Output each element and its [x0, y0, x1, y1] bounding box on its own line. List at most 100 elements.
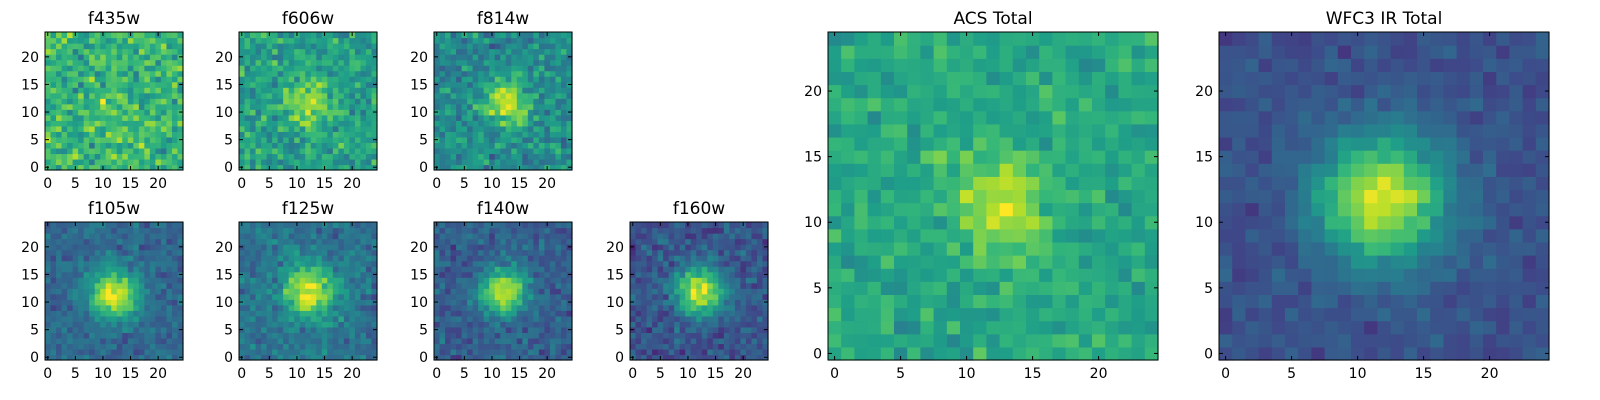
heatmap-cell: [266, 142, 273, 149]
heatmap-cell: [566, 98, 573, 105]
heatmap-cell: [365, 120, 373, 127]
heatmap-cell: [646, 282, 653, 289]
heatmap-cell: [472, 249, 479, 256]
heatmap-cell: [533, 249, 540, 256]
heatmap-cell: [467, 255, 474, 262]
heatmap-cell: [674, 332, 681, 339]
heatmap-cell: [83, 164, 90, 171]
heatmap-cell: [272, 81, 279, 88]
heatmap-cell: [712, 299, 719, 306]
heatmap-cell: [641, 255, 648, 262]
heatmap-cell: [494, 70, 501, 77]
heatmap-cell: [1012, 202, 1027, 217]
heatmap-cell: [538, 125, 545, 132]
heatmap-cell: [261, 332, 268, 339]
heatmap-cell: [894, 215, 908, 230]
heatmap-cell: [127, 238, 134, 245]
heatmap-cell: [674, 282, 681, 289]
heatmap-cell: [261, 238, 268, 245]
heatmap-cell: [160, 260, 168, 267]
heatmap-cell: [516, 315, 523, 322]
heatmap-cell: [327, 260, 334, 267]
heatmap-cell: [668, 315, 675, 322]
heatmap-cell: [166, 70, 173, 77]
heatmap-cell: [867, 176, 882, 191]
heatmap-cell: [641, 282, 648, 289]
heatmap-cell: [707, 337, 714, 345]
heatmap-cell: [138, 222, 145, 229]
heatmap-cell: [261, 343, 268, 350]
heatmap-cell: [533, 109, 540, 116]
heatmap-cell: [160, 120, 168, 127]
heatmap-cell: [434, 103, 441, 110]
heatmap-cell: [456, 109, 463, 116]
heatmap-cell: [144, 260, 151, 267]
heatmap-cell: [527, 299, 534, 306]
heatmap-cell: [522, 76, 529, 83]
heatmap-cell: [461, 249, 468, 256]
heatmap-cell: [434, 70, 441, 77]
heatmap-cell: [277, 87, 284, 94]
heatmap-cell: [72, 282, 79, 289]
heatmap-cell: [527, 315, 534, 322]
heatmap-cell: [1026, 255, 1040, 269]
heatmap-cell: [354, 37, 362, 44]
heatmap-cell: [261, 136, 268, 143]
heatmap-cell: [105, 54, 112, 61]
heatmap-cell: [354, 153, 362, 160]
heatmap-cell: [299, 87, 306, 94]
heatmap-cell: [1052, 346, 1067, 361]
heatmap-cell: [461, 87, 468, 94]
heatmap-cell: [277, 48, 284, 55]
heatmap-cell: [78, 348, 85, 356]
heatmap-cell: [657, 304, 664, 311]
heatmap-cell: [566, 304, 573, 311]
heatmap-cell: [272, 266, 279, 273]
heatmap-cell: [105, 125, 112, 132]
heatmap-cell: [177, 103, 184, 110]
heatmap-cell: [50, 255, 57, 262]
heatmap-cell: [122, 310, 129, 317]
heatmap-cell: [155, 299, 162, 306]
heatmap-cell: [505, 37, 512, 44]
heatmap-cell: [171, 227, 179, 234]
heatmap-cell: [450, 81, 457, 88]
heatmap-cell: [1052, 281, 1067, 295]
heatmap-cell: [646, 326, 653, 333]
heatmap-cell: [288, 131, 295, 138]
heatmap-cell: [122, 164, 129, 171]
heatmap-cell: [283, 120, 290, 127]
heatmap-cell: [1092, 215, 1106, 230]
heatmap-cell: [166, 153, 173, 160]
heatmap-cell: [45, 277, 52, 284]
heatmap-cell: [1065, 215, 1080, 230]
heatmap-cell: [745, 260, 753, 267]
heatmap-cell: [646, 249, 653, 256]
heatmap-cell: [729, 332, 736, 339]
heatmap-cell: [538, 76, 545, 83]
heatmap-cell: [67, 37, 74, 44]
heatmap-cell: [657, 255, 664, 262]
heatmap-cell: [67, 48, 74, 55]
heatmap-cell: [522, 164, 529, 171]
heatmap-cell: [67, 227, 74, 234]
heatmap-cell: [116, 288, 123, 295]
heatmap-cell: [723, 343, 730, 350]
heatmap-cell: [144, 282, 151, 289]
heatmap-cell: [83, 233, 90, 240]
heatmap-cell: [505, 32, 512, 39]
heatmap-cell: [533, 260, 540, 267]
heatmap-cell: [511, 164, 518, 171]
heatmap-cell: [144, 233, 151, 240]
heatmap-cell: [522, 304, 529, 311]
heatmap-cell: [166, 255, 173, 262]
heatmap-cell: [646, 293, 653, 300]
heatmap-cell: [1092, 281, 1106, 295]
heatmap-cell: [244, 70, 251, 77]
heatmap-cell: [734, 260, 741, 267]
heatmap-cell: [100, 348, 107, 356]
heatmap-cell: [538, 337, 545, 345]
heatmap-cell: [494, 293, 501, 300]
heatmap-cell: [365, 48, 373, 55]
heatmap-cell: [327, 125, 334, 132]
